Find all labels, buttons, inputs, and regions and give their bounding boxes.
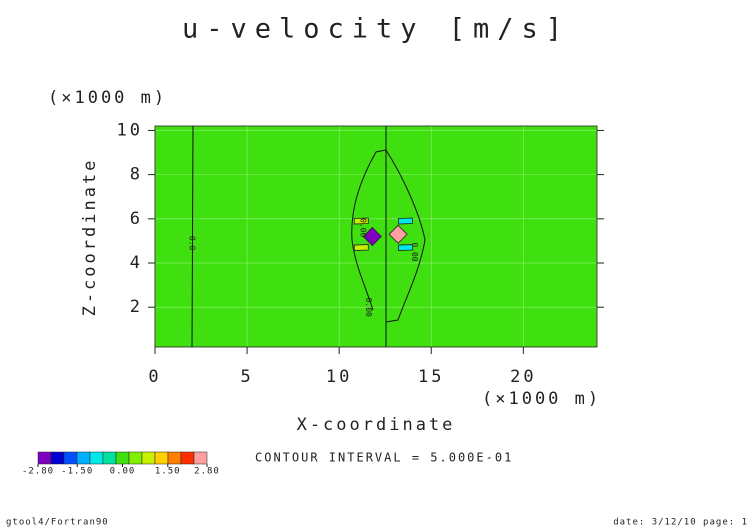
field-patch <box>353 244 369 251</box>
y-tick-label: 2 <box>130 297 143 317</box>
contour-line <box>191 125 194 348</box>
colorbar-box <box>89 451 104 465</box>
field-patch <box>398 217 413 225</box>
field-patch <box>362 226 382 247</box>
y-tick-label: 8 <box>130 165 143 185</box>
x-axis-label: X-coordinate <box>297 415 456 435</box>
colorbar-box <box>76 451 91 465</box>
contour-label: 0.0 <box>187 236 196 251</box>
contour-label: 0.00 <box>359 218 368 237</box>
contour-label: 0.00 <box>364 298 373 317</box>
colorbar-box <box>141 451 156 465</box>
field-patch <box>353 217 369 225</box>
colorbar-box <box>50 451 65 465</box>
colorbar-box <box>63 451 78 465</box>
x-tick-label: 20 <box>510 367 536 387</box>
y-tick-label: 10 <box>117 120 143 140</box>
y-axis-label: Z-coordinate <box>80 158 100 317</box>
y-unit: (×1000 m) <box>48 88 167 108</box>
colorbar-box <box>180 451 195 465</box>
colorbar-label: -2.80 <box>22 467 54 477</box>
contour-line <box>351 149 387 311</box>
x-tick-label: 15 <box>418 367 444 387</box>
contour-line <box>385 149 426 323</box>
x-unit: (×1000 m) <box>482 389 601 409</box>
colorbar-box <box>102 451 117 465</box>
field-patch <box>398 244 413 251</box>
colorbar-box <box>115 451 130 465</box>
y-tick-label: 4 <box>130 253 143 273</box>
contour-label: 0.00 <box>410 242 419 261</box>
x-tick-label: 5 <box>240 367 253 387</box>
footer-right: date: 3/12/10 page: 1 <box>613 518 748 528</box>
annotation: CONTOUR INTERVAL = 5.000E-01 <box>255 451 513 465</box>
colorbar-label: 0.00 <box>110 467 136 477</box>
colorbar-label: -1.50 <box>61 467 93 477</box>
colorbar-label: 1.50 <box>155 467 181 477</box>
colorbar-box <box>37 451 52 465</box>
field-patch <box>388 224 408 244</box>
chart-title: u-velocity [m/s] <box>182 14 570 45</box>
colorbar-box <box>167 451 182 465</box>
colorbar-box <box>154 451 169 465</box>
y-tick-label: 6 <box>130 209 143 229</box>
colorbar-label: 2.80 <box>194 467 220 477</box>
x-tick-label: 10 <box>326 367 352 387</box>
colorbar-box <box>128 451 143 465</box>
x-tick-label: 0 <box>148 367 161 387</box>
colorbar-box <box>193 451 208 465</box>
footer-left: gtool4/Fortran90 <box>6 518 109 528</box>
plot-frame <box>154 125 598 348</box>
